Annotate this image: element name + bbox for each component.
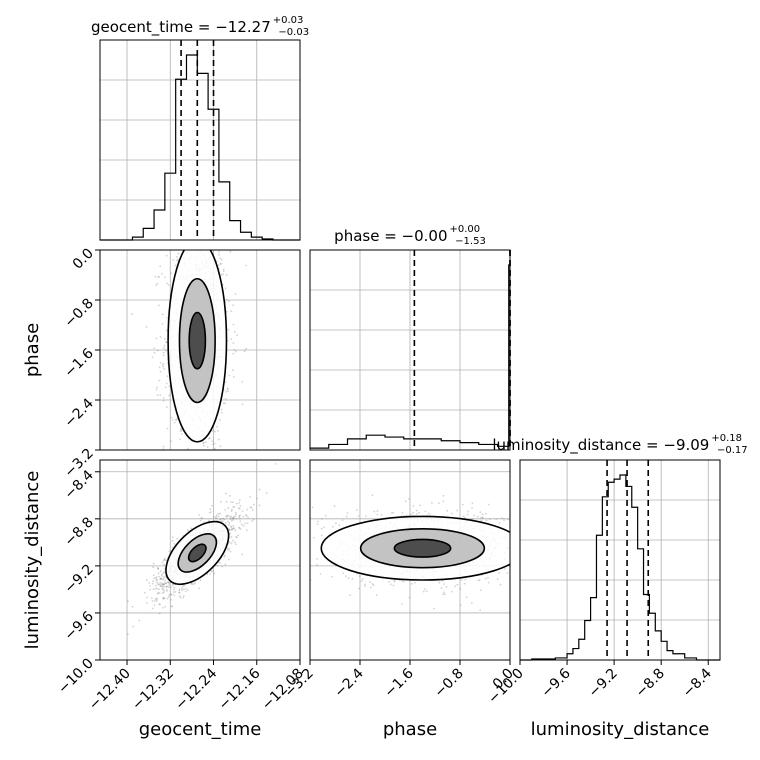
- lines-layer: [100, 40, 720, 661]
- ytick-label-luminosity_distance: −10.0: [55, 656, 97, 698]
- xtick-label-phase: −0.8: [431, 666, 466, 701]
- xtick-label-phase: −3.2: [281, 666, 316, 701]
- xlabel-phase: phase: [383, 719, 437, 740]
- histogram-phase: [310, 264, 510, 449]
- xtick-label-geocent_time: −12.40: [86, 666, 134, 714]
- panel-geocent_time-vs-luminosity_distance-frame: [99, 459, 301, 661]
- xlabel-luminosity-distance: luminosity_distance: [531, 719, 710, 740]
- xlabel-geocent-time: geocent_time: [139, 719, 262, 740]
- ylabel-luminosity-distance: luminosity_distance: [22, 471, 43, 650]
- xtick-label-luminosity_distance: −8.8: [633, 666, 668, 701]
- ylabel-phase: phase: [22, 323, 43, 377]
- xtick-label-luminosity_distance: −8.4: [680, 665, 715, 700]
- hist-phase-frame: [309, 249, 511, 451]
- title-luminosity-distance: luminosity_distance = −9.09 +0.18 −0.17: [492, 433, 747, 456]
- ytick-label-luminosity_distance: −8.8: [61, 514, 96, 549]
- ytick-label-luminosity_distance: −9.6: [61, 608, 96, 643]
- ytick-label-phase: −1.6: [61, 345, 96, 380]
- xtick-label-geocent_time: −12.32: [129, 666, 177, 714]
- title-geocent-time: geocent_time = −12.27 +0.03 −0.03: [91, 15, 309, 38]
- histogram-luminosity_distance: [520, 474, 720, 661]
- xtick-label-luminosity_distance: −9.2: [586, 666, 621, 701]
- histogram-geocent_time: [100, 54, 300, 241]
- contour-geocent_time-luminosity_distance-2: [187, 543, 207, 563]
- hist-luminosity_distance-frame: [519, 459, 721, 661]
- frames-layer: [99, 39, 721, 661]
- ytick-label-phase: 0.0: [70, 246, 97, 273]
- xtick-label-phase: −1.6: [381, 665, 416, 700]
- scatter-geocent_time-phase: [130, 250, 247, 450]
- scatter-phase-luminosity_distance: [310, 494, 510, 612]
- xtick-label-phase: −2.4: [331, 665, 366, 700]
- contour-geocent_time-phase-2: [188, 311, 207, 370]
- scatter-geocent_time-luminosity_distance: [126, 462, 277, 636]
- scatter-layer: [126, 250, 510, 636]
- ytick-label-phase: −2.4: [61, 395, 96, 430]
- title-phase: phase = −0.00 +0.00 −1.53: [334, 224, 486, 247]
- xtick-label-luminosity_distance: −9.6: [539, 665, 574, 700]
- ytick-label-phase: −0.8: [61, 296, 96, 331]
- ytick-label-luminosity_distance: −9.2: [61, 561, 96, 596]
- contour-phase-luminosity_distance-2: [393, 538, 452, 558]
- xtick-label-geocent_time: −12.16: [216, 665, 264, 713]
- xtick-label-geocent_time: −12.24: [172, 665, 220, 713]
- hist-geocent_time-frame: [99, 39, 301, 241]
